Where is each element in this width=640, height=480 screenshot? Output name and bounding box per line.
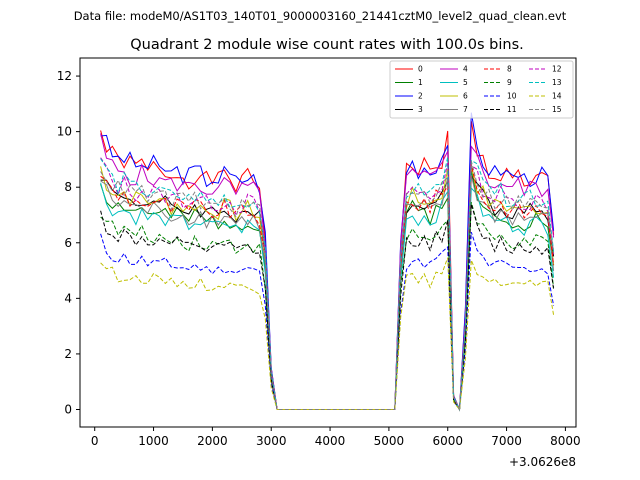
x-tick-label: 7000 — [491, 434, 522, 448]
legend-label-13: 13 — [552, 78, 562, 87]
legend-label-9: 9 — [507, 78, 512, 87]
legend-label-14: 14 — [552, 92, 562, 101]
legend-label-4: 4 — [463, 65, 468, 74]
series-line-12 — [100, 157, 555, 412]
x-offset-label: +3.0626e8 — [509, 455, 576, 469]
legend-label-0: 0 — [418, 65, 423, 74]
y-tick-label: 6 — [64, 236, 72, 250]
y-tick-label: 2 — [64, 347, 72, 361]
chart-suptitle: Data file: modeM0/AS1T03_140T01_90000031… — [74, 9, 567, 23]
x-tick-label: 4000 — [315, 434, 346, 448]
series-line-15 — [100, 160, 555, 412]
y-tick-label: 8 — [64, 180, 72, 194]
x-axis: 0 1000 2000 3000 4000 5000 6000 7000 8000 — [91, 427, 581, 448]
x-tick-label: 2000 — [197, 434, 228, 448]
legend-box — [389, 60, 574, 119]
plot-area — [80, 58, 576, 427]
legend-label-5: 5 — [463, 78, 468, 87]
x-tick-label: 5000 — [374, 434, 405, 448]
legend-label-6: 6 — [463, 92, 468, 101]
legend-label-10: 10 — [507, 92, 517, 101]
y-tick-label: 12 — [57, 69, 72, 83]
legend-label-7: 7 — [463, 105, 468, 114]
legend-label-11: 11 — [507, 105, 517, 114]
chart-title: Quadrant 2 module wise count rates with … — [130, 37, 524, 53]
y-tick-label: 10 — [57, 125, 72, 139]
x-tick-label: 1000 — [138, 434, 169, 448]
legend-label-3: 3 — [418, 105, 423, 114]
legend-label-1: 1 — [418, 78, 423, 87]
legend-label-15: 15 — [552, 105, 562, 114]
y-axis: 0 2 4 6 8 10 12 — [57, 69, 80, 416]
x-tick-label: 0 — [91, 434, 99, 448]
x-tick-label: 3000 — [256, 434, 287, 448]
legend-label-8: 8 — [507, 65, 512, 74]
x-tick-label: 8000 — [550, 434, 581, 448]
series-line-10 — [100, 231, 555, 411]
y-tick-label: 0 — [64, 402, 72, 416]
legend-label-12: 12 — [552, 65, 562, 74]
legend-label-2: 2 — [418, 92, 423, 101]
series-layer — [100, 112, 555, 412]
y-tick-label: 4 — [64, 291, 72, 305]
x-tick-label: 6000 — [432, 434, 463, 448]
